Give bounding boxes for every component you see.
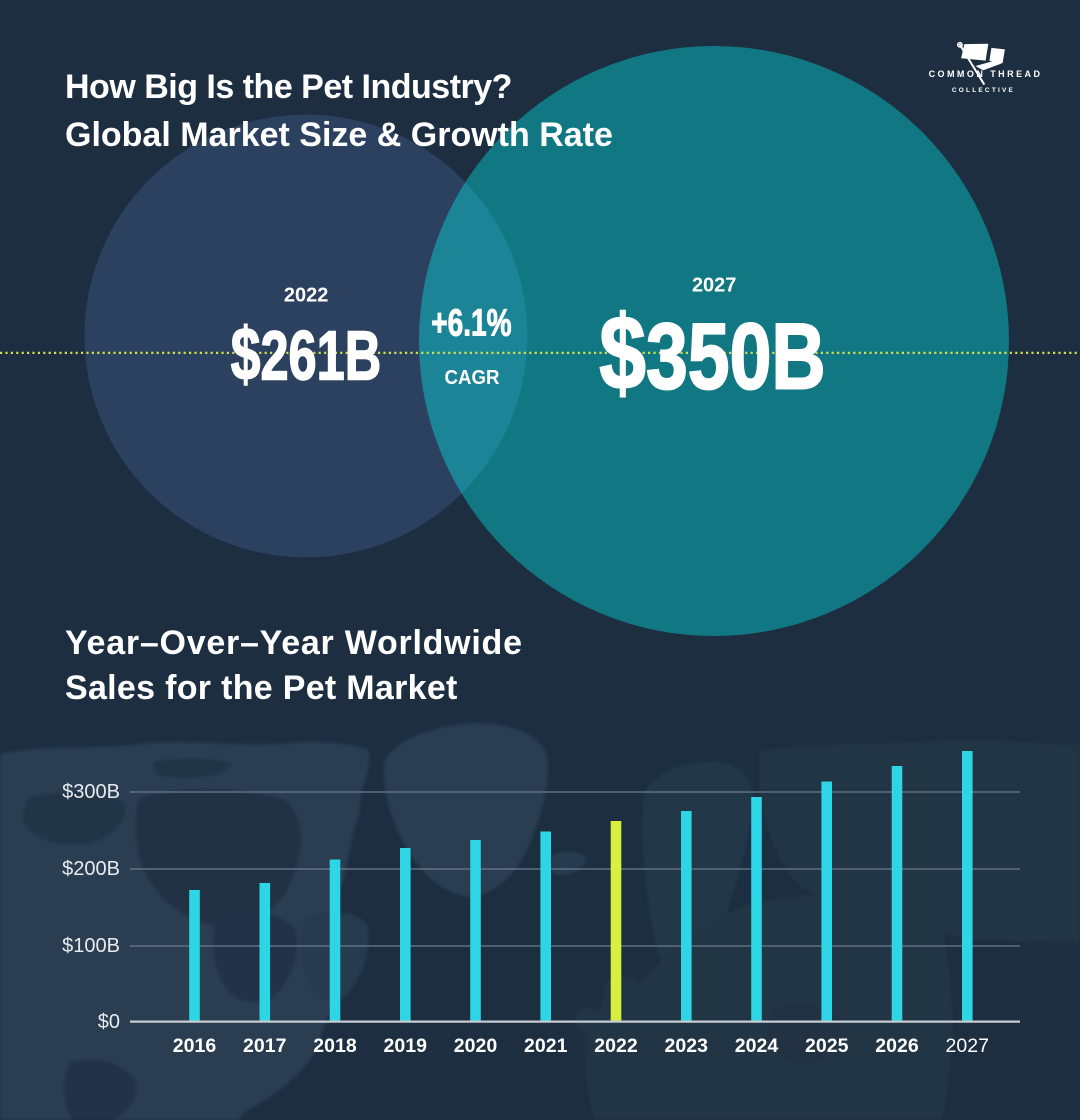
- svg-text:2027: 2027: [692, 275, 737, 297]
- svg-text:$261B: $261B: [231, 313, 382, 396]
- svg-text:2022: 2022: [284, 284, 329, 306]
- svg-text:CAGR: CAGR: [445, 366, 500, 389]
- svg-text:+6.1%: +6.1%: [431, 302, 511, 344]
- svg-text:$350B: $350B: [599, 295, 825, 412]
